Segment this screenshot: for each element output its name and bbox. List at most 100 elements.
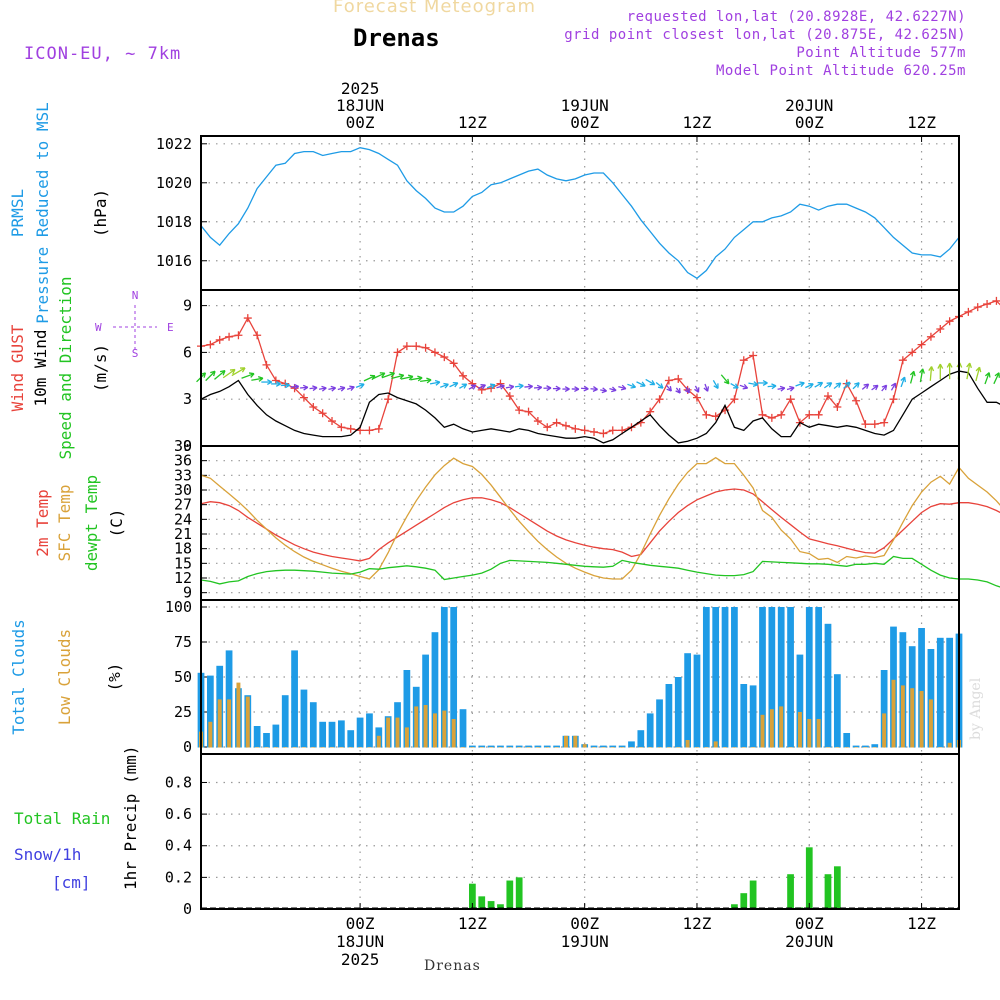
wind-arrow-head <box>480 384 486 390</box>
low-cloud-bar <box>732 747 737 748</box>
total-cloud-bar <box>946 637 954 748</box>
rain-bar <box>833 866 841 909</box>
gust-marker <box>786 395 795 404</box>
y-tick-label: 12 <box>174 569 192 587</box>
wind-arrow-head <box>546 385 552 392</box>
wind-arrow-head <box>267 379 273 386</box>
total-cloud-bar <box>880 670 888 748</box>
wind-arrow <box>459 383 467 389</box>
low-cloud-bar <box>563 735 568 748</box>
wind-arrow-head <box>817 381 824 388</box>
wind-arrow-head <box>789 385 795 392</box>
wind-arrow-head <box>293 383 300 390</box>
y-tick-label: 75 <box>174 633 192 651</box>
total-cloud-bar <box>525 745 532 748</box>
low-cloud-bar <box>461 747 465 748</box>
wind-arrow <box>636 381 646 387</box>
total-cloud-bar <box>506 745 514 748</box>
gust-marker <box>898 356 907 365</box>
gust-marker <box>206 340 215 349</box>
total-cloud-bar <box>824 623 832 748</box>
panel-frame <box>200 753 960 910</box>
top-time-label: 12Z <box>907 113 936 132</box>
footer-station: Drenas <box>424 958 481 974</box>
total-cloud-bar <box>515 745 523 748</box>
wind-arrow-head <box>284 382 290 389</box>
wind-arrow-head <box>330 385 337 392</box>
label--c-: (C) <box>107 509 126 538</box>
total-cloud-bar <box>862 745 869 748</box>
y-tick-label: 15 <box>174 554 192 572</box>
wind-arrow <box>222 368 236 379</box>
label-sfc-temp: SFC Temp <box>55 484 74 561</box>
wind-arrow <box>381 372 395 379</box>
wind-arrow-head <box>536 384 543 391</box>
compass-s: S <box>132 347 139 360</box>
y-tick-label: 39 <box>174 437 192 455</box>
low-cloud-bar <box>844 747 849 748</box>
station-title: Drenas <box>353 24 440 52</box>
low-cloud-bar <box>432 713 437 748</box>
gust-marker <box>346 424 355 433</box>
gust-marker <box>655 395 664 404</box>
wind-arrow-head <box>863 383 870 389</box>
rain-bar <box>506 880 514 909</box>
series-10m-wind <box>200 370 1000 444</box>
gust-marker <box>608 426 617 435</box>
wind-arrow <box>843 381 851 389</box>
low-cloud-bar <box>648 747 653 748</box>
gust-marker <box>374 424 383 433</box>
wind-arrow-head <box>312 385 318 392</box>
low-cloud-bar <box>292 747 297 748</box>
top-time-label: 18JUN <box>336 96 384 115</box>
low-cloud-bar <box>610 747 615 748</box>
total-cloud-bar <box>338 720 345 748</box>
wind-arrow <box>833 382 842 390</box>
wind-arrow <box>748 382 758 386</box>
low-cloud-bar <box>638 747 643 748</box>
wind-arrow-head <box>649 380 656 386</box>
low-cloud-bar <box>872 747 877 748</box>
wind-arrow-head <box>713 383 719 389</box>
low-cloud-bar <box>816 719 821 748</box>
wind-arrow-head <box>666 385 672 392</box>
low-cloud-bar <box>826 747 830 748</box>
gust-marker <box>964 307 973 316</box>
total-cloud-bar <box>450 607 458 748</box>
y-tick-label: 6 <box>183 343 192 361</box>
series-2m-temp <box>200 488 1000 562</box>
label-2m-temp: 2m Temp <box>33 489 52 556</box>
low-cloud-bar <box>751 747 756 748</box>
series-sfc-temp <box>200 456 1000 580</box>
total-cloud-bar <box>815 607 822 748</box>
wind-arrow <box>429 381 440 385</box>
wind-arrow <box>486 384 496 389</box>
wind-arrow-head <box>742 383 749 390</box>
low-cloud-bar <box>301 747 306 748</box>
total-cloud-bar <box>225 650 233 748</box>
low-cloud-bar <box>517 747 522 748</box>
low-cloud-bar <box>779 706 784 748</box>
model-point-altitude: Model Point Altitude 620.25m <box>715 63 966 79</box>
low-cloud-bar <box>386 717 391 748</box>
bottom-time-label: 18JUN <box>336 932 384 951</box>
wind-arrow-head <box>508 384 515 391</box>
wind-arrow-head <box>771 383 777 390</box>
low-cloud-bar <box>376 735 381 748</box>
wind-arrow-head <box>452 381 459 388</box>
low-cloud-bar <box>264 747 269 748</box>
top-time-label: 2025 <box>341 79 380 98</box>
top-time-label: 00Z <box>570 113 599 132</box>
y-tick-label: 33 <box>174 466 192 484</box>
rain-bar <box>497 904 504 909</box>
total-cloud-bar <box>281 695 289 748</box>
low-cloud-bar <box>451 719 456 748</box>
label-prmsl: PRMSL <box>8 189 27 237</box>
wind-arrow <box>730 383 739 389</box>
panel-clouds <box>197 599 963 755</box>
wind-arrow <box>712 380 719 389</box>
wind-arrow-head <box>389 371 395 378</box>
wind-arrow <box>861 383 869 390</box>
total-cloud-bar <box>347 730 355 748</box>
total-cloud-bar <box>543 745 551 748</box>
